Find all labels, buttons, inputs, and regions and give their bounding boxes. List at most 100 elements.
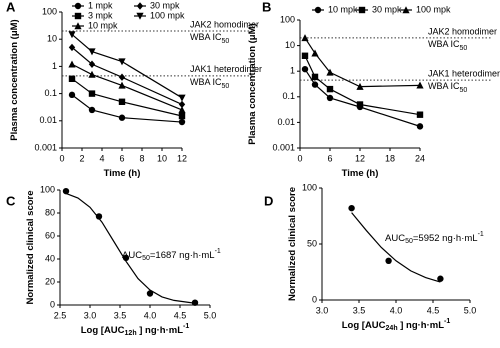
y-tick-label: 0.1 [282,91,295,101]
legend-marker [358,6,366,14]
x-tick-label: 5.0 [204,310,217,320]
y-tick-label: 0 [312,294,317,304]
legend-label: 3 mpk [88,10,113,20]
y-axis-title-part: Plasma concentration (μM) [9,19,20,140]
marker [356,82,364,90]
legend-marker [74,2,82,10]
y-tick-label: 10 [47,34,57,44]
x-tick-label: 6 [119,153,124,163]
marker [178,106,186,114]
legend-marker [74,22,82,30]
series-line [71,78,183,117]
x-tick-label: 0 [59,153,64,163]
marker [88,90,96,97]
marker [356,101,364,108]
legend-label: 30 mpk [150,0,180,10]
y-tick-label: 100 [280,14,295,24]
x-axis-title-part: -1 [444,318,450,325]
series-line [71,33,183,99]
x-axis-title: Time (h) [104,168,141,179]
legend-marker [136,12,144,20]
panel-letter: C [6,193,16,208]
marker [437,275,444,282]
marker [88,106,96,114]
y-tick-label: 0.001 [34,142,57,152]
reference-label-part: WBA IC [428,81,460,91]
panel-letter: A [6,0,16,14]
x-axis-title-part: Log [AUC [342,320,386,331]
legend-marker [402,6,410,14]
series-line [304,37,421,88]
marker [178,100,186,109]
reference-label-part: WBA IC [190,32,222,42]
x-tick-label: 3.5 [114,310,127,320]
marker [416,123,424,130]
y-tick-label: 50 [307,238,317,248]
y-tick-label: 60 [45,230,55,240]
marker [301,52,309,59]
legend-label: 1 mpk [88,0,113,10]
marker [62,187,70,195]
marker [95,213,103,220]
series-line [351,212,441,283]
marker [301,34,309,42]
legend-label: 100 mpk [150,10,185,20]
annotation-part: AUC [122,250,142,261]
reference-label-part: WBA IC [190,77,222,87]
marker [311,81,319,88]
panel-letter: B [262,0,271,14]
x-tick-label: 4 [99,153,104,163]
x-tick-label: 12 [177,153,187,163]
x-axis-title-part: Time (h) [104,168,141,179]
marker [88,60,96,68]
x-tick-label: 4.0 [144,310,157,320]
annotation-part: 50 [142,255,150,262]
marker [311,73,319,81]
marker [146,290,154,297]
y-tick-label: 100 [40,184,55,194]
x-tick-label: 2.5 [54,310,67,320]
marker [88,70,96,78]
reference-label: WBA IC50 [190,32,229,45]
marker [68,60,76,68]
marker [416,81,424,89]
reference-label-part: 50 [460,87,468,94]
y-tick-label: 0.01 [39,115,57,125]
reference-label-part: 50 [460,45,468,52]
annotation-part: -1 [215,248,221,255]
x-axis-title-part: 24h [386,325,398,332]
x-tick-label: 4.5 [174,310,187,320]
series-line [304,68,421,127]
marker [348,204,355,212]
marker [326,85,334,93]
x-axis-title-part: ] ng·h·mL [398,320,445,331]
legend-label: 100 mpk [416,4,451,14]
x-axis-title-part: Log [AUC [81,325,125,336]
x-tick-label: 6 [327,153,332,163]
legend-label: 30 mpk [372,4,402,14]
marker [88,48,96,56]
marker [68,43,76,52]
marker [416,111,424,118]
y-axis-title: Plasma concentration (μM) [9,19,20,140]
reference-label-part: 50 [222,38,230,45]
x-tick-label: 4.0 [390,305,403,315]
marker [311,49,319,57]
x-tick-label: 24 [415,153,425,163]
y-tick-label: 1 [290,66,295,76]
reference-label-part: 50 [222,83,230,90]
marker [118,98,126,105]
x-tick-label: 8 [139,153,144,163]
x-tick-label: 4.5 [427,305,440,315]
marker [385,257,392,264]
panel-letter: D [264,193,273,208]
marker [118,73,126,81]
legend-label: 10 mpk [328,4,358,14]
x-tick-label: 18 [385,153,395,163]
marker [301,65,309,73]
x-tick-label: 3.0 [316,305,329,315]
x-axis-title-part: Time (h) [342,168,379,179]
marker [68,31,76,39]
legend-marker [74,12,82,20]
